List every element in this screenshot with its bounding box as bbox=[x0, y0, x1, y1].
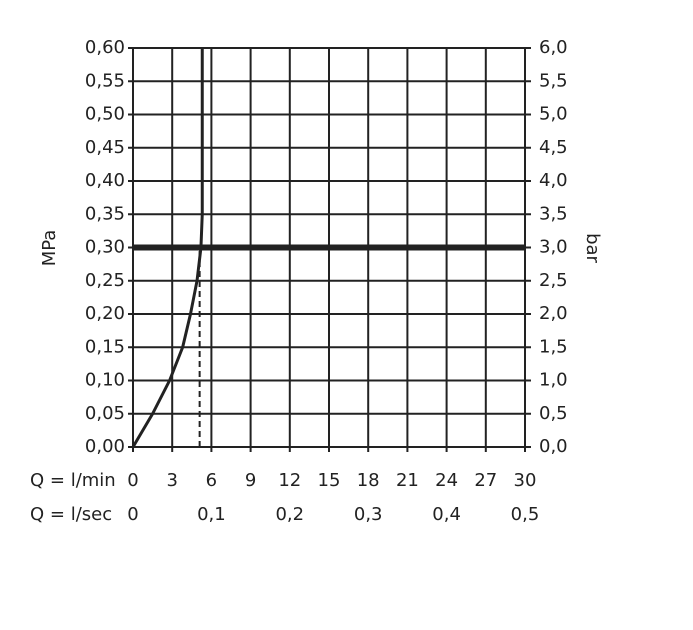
y2-tick-label: 3,5 bbox=[539, 203, 568, 224]
y2-tick-label: 1,5 bbox=[539, 336, 568, 357]
y-tick-label: 0,25 bbox=[85, 270, 125, 291]
y-tick-label: 0,00 bbox=[85, 436, 125, 457]
y2-tick-label: 4,0 bbox=[539, 170, 568, 191]
x-tick-label: 18 bbox=[357, 470, 380, 491]
y2-tick-label: 1,0 bbox=[539, 370, 568, 391]
y2-tick-label: 0,5 bbox=[539, 403, 568, 424]
y2-tick-label: 2,0 bbox=[539, 303, 568, 324]
x-tick-label: 27 bbox=[474, 470, 497, 491]
x2-tick-label: 0,4 bbox=[432, 504, 461, 525]
x-tick-label: 9 bbox=[245, 470, 256, 491]
y-tick-label: 0,30 bbox=[85, 237, 125, 258]
y-tick-label: 0,60 bbox=[85, 37, 125, 58]
x-tick-label: 15 bbox=[318, 470, 341, 491]
y2-axis-title: bar bbox=[582, 233, 603, 263]
x-tick-label: 30 bbox=[514, 470, 537, 491]
x2-tick-label: 0,1 bbox=[197, 504, 226, 525]
y-tick-label: 0,15 bbox=[85, 336, 125, 357]
x-tick-label: 6 bbox=[206, 470, 217, 491]
y2-tick-label: 4,5 bbox=[539, 137, 568, 158]
y-tick-label: 0,55 bbox=[85, 70, 125, 91]
y-tick-label: 0,45 bbox=[85, 137, 125, 158]
y-tick-label: 0,10 bbox=[85, 370, 125, 391]
y2-tick-label: 3,0 bbox=[539, 237, 568, 258]
y-tick-label: 0,40 bbox=[85, 170, 125, 191]
x2-tick-label: 0,3 bbox=[354, 504, 383, 525]
y2-tick-label: 2,5 bbox=[539, 270, 568, 291]
x2-tick-label: 0,5 bbox=[511, 504, 540, 525]
y2-tick-label: 5,5 bbox=[539, 70, 568, 91]
y2-tick-label: 5,0 bbox=[539, 104, 568, 125]
x-tick-label: 0 bbox=[127, 470, 138, 491]
flow-curve bbox=[131, 48, 204, 448]
x-tick-label: 12 bbox=[278, 470, 301, 491]
y-tick-label: 0,35 bbox=[85, 203, 125, 224]
x-tick-label: 3 bbox=[166, 470, 177, 491]
x2-tick-label: 0 bbox=[127, 504, 138, 525]
y2-tick-label: 0,0 bbox=[539, 436, 568, 457]
x2-row-label: Q = l/sec bbox=[30, 504, 112, 525]
x2-tick-label: 0,2 bbox=[275, 504, 304, 525]
x-tick-label: 24 bbox=[435, 470, 458, 491]
y-tick-label: 0,20 bbox=[85, 303, 125, 324]
y2-tick-label: 6,0 bbox=[539, 37, 568, 58]
y-tick-label: 0,05 bbox=[85, 403, 125, 424]
y-tick-label: 0,50 bbox=[85, 104, 125, 125]
y-axis-title: MPa bbox=[39, 230, 60, 267]
x-row-label: Q = l/min bbox=[30, 470, 116, 491]
x-tick-label: 21 bbox=[396, 470, 419, 491]
